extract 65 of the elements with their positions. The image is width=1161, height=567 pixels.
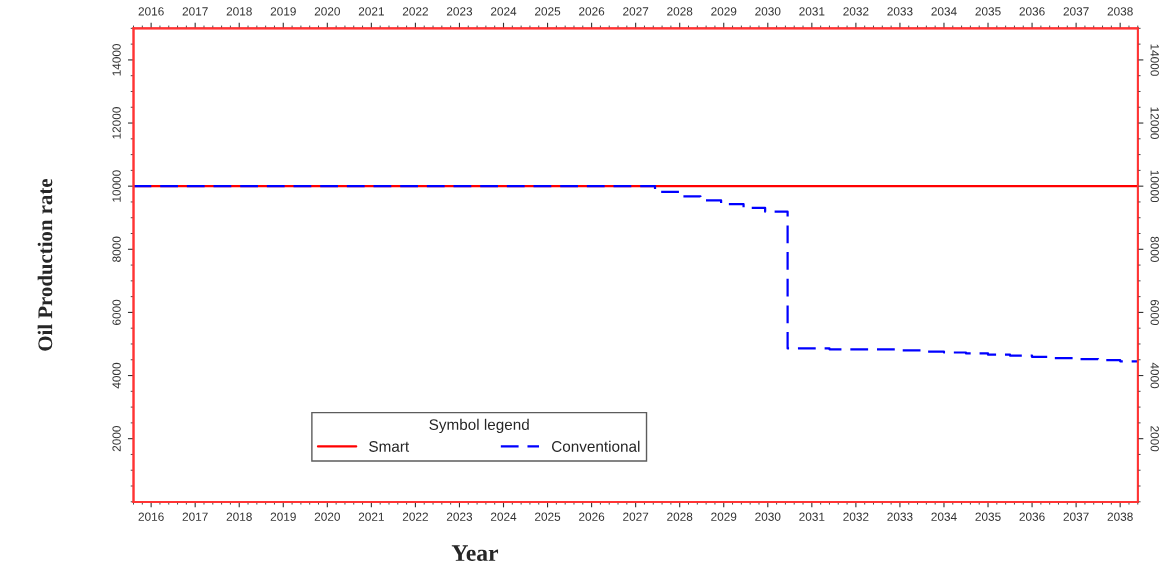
y2-tick-label: 10000: [1150, 170, 1159, 203]
x-tick-label: 2020: [314, 512, 340, 521]
x-tick-label: 2026: [579, 512, 605, 521]
y-tick-label: 4000: [112, 362, 121, 389]
y-tick-label: 2000: [112, 426, 121, 452]
x-tick-label: 2016: [138, 512, 164, 521]
x2-tick-label: 2022: [402, 7, 428, 16]
x-tick-label: 2034: [931, 512, 957, 521]
x-tick-label: 2018: [226, 512, 252, 521]
x-tick-label: 2036: [1019, 512, 1045, 521]
y2-tick-label: 4000: [1150, 362, 1159, 389]
y2-tick-label: 2000: [1150, 426, 1159, 452]
x-tick-label: 2021: [358, 512, 384, 521]
y-tick-label: 14000: [112, 43, 121, 76]
x-tick-label: 2019: [270, 512, 296, 521]
x-tick-label: 2028: [667, 512, 693, 521]
x-tick-label: 2033: [887, 512, 913, 521]
y2-tick-label: 12000: [1150, 107, 1159, 139]
x2-tick-label: 2035: [975, 7, 1001, 16]
x2-tick-label: 2028: [667, 7, 693, 16]
x-tick-label: 2031: [799, 512, 825, 521]
x-tick-label: 2017: [182, 512, 208, 521]
x-tick-label: 2027: [623, 512, 649, 521]
x-tick-label: 2022: [402, 512, 428, 521]
legend-label: Conventional: [552, 440, 640, 452]
x2-tick-label: 2030: [755, 7, 781, 16]
x-tick-label: 2032: [843, 512, 869, 521]
x2-tick-label: 2023: [446, 7, 473, 16]
x-tick-label: 2030: [755, 512, 781, 521]
x2-tick-label: 2021: [358, 7, 384, 16]
x2-tick-label: 2017: [182, 7, 208, 16]
y-tick-label: 6000: [112, 299, 121, 325]
legend-title: Symbol legend: [429, 418, 529, 434]
legend-label: Smart: [369, 441, 410, 452]
x2-tick-label: 2032: [843, 7, 869, 16]
x2-tick-label: 2019: [270, 7, 296, 16]
y2-tick-label: 8000: [1150, 236, 1159, 262]
x2-tick-label: 2024: [490, 7, 517, 16]
x2-tick-label: 2018: [226, 7, 252, 16]
x-tick-label: 2035: [975, 512, 1001, 521]
y-tick-label: 12000: [112, 107, 121, 139]
x2-tick-label: 2031: [799, 7, 825, 16]
y2-tick-label: 14000: [1150, 44, 1159, 76]
y-tick-label: 8000: [112, 236, 121, 262]
x-tick-label: 2029: [711, 512, 737, 521]
y-tick-label: 10000: [112, 170, 121, 202]
x2-tick-label: 2026: [579, 7, 605, 16]
x-tick-label: 2025: [535, 512, 561, 521]
y2-tick-label: 6000: [1150, 299, 1159, 326]
x2-tick-label: 2038: [1107, 7, 1133, 16]
x2-tick-label: 2027: [623, 7, 649, 16]
x2-tick-label: 2029: [711, 7, 737, 16]
x-axis-title: Year: [451, 545, 499, 562]
x2-tick-label: 2033: [887, 7, 913, 16]
x2-tick-label: 2020: [314, 7, 340, 16]
y-axis-title: Oil Production rate: [37, 179, 53, 351]
x2-tick-label: 2037: [1063, 7, 1089, 16]
x-tick-label: 2038: [1107, 512, 1133, 521]
x-tick-label: 2024: [490, 512, 517, 521]
x-tick-label: 2037: [1063, 512, 1089, 521]
x2-tick-label: 2016: [138, 7, 164, 16]
x2-tick-label: 2025: [535, 7, 561, 16]
x-tick-label: 2023: [446, 512, 473, 521]
x2-tick-label: 2034: [931, 7, 957, 16]
x2-tick-label: 2036: [1019, 7, 1045, 16]
